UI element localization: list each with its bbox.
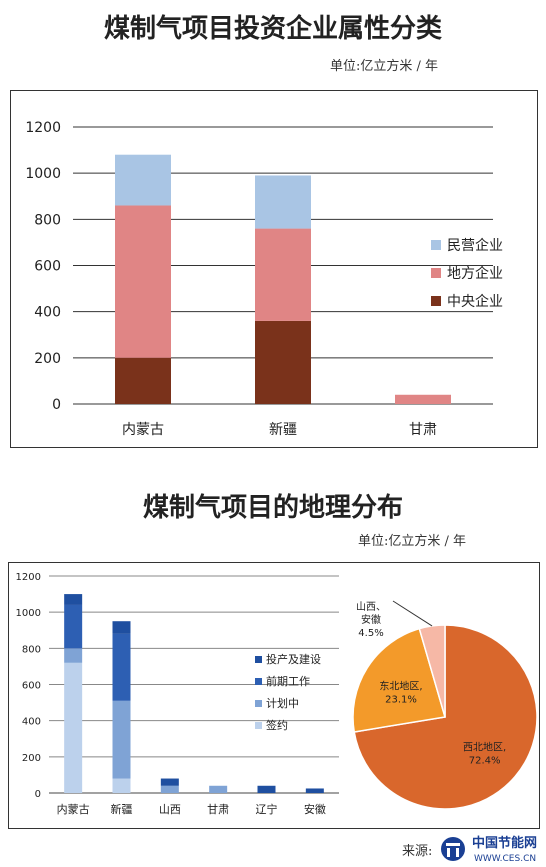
pie-label-northeast: 东北地区, 23.1% (379, 679, 422, 705)
legend-swatch (255, 656, 262, 663)
legend-label: 计划中 (266, 697, 299, 710)
logo-bar-icon (446, 843, 460, 846)
bar-中央企业 (255, 320, 311, 404)
pie-slice (352, 627, 446, 733)
x-tick-label: 新疆 (111, 802, 133, 816)
chart2-title: 煤制气项目的地理分布 (142, 493, 403, 523)
bar-地方企业 (115, 205, 171, 358)
chart2-panel: 0 200 400 600 800 1000 1200 内蒙古 新疆 山西 甘肃 辽宁 安徽 投产及建设前… (8, 562, 540, 829)
site-logo: 中国节能网 WWW.CES.CN (441, 835, 537, 864)
x-tick-label: 甘肃 (409, 422, 437, 438)
bar-地方企业 (255, 228, 311, 321)
bar-计划中 (64, 648, 83, 663)
legend-swatch (255, 700, 262, 707)
y-tick-label: 1200 (25, 120, 61, 136)
chart2-svg: 0 200 400 600 800 1000 1200 内蒙古 新疆 山西 甘肃 辽宁 安徽 投产及建设前… (16, 572, 538, 816)
logo-circle-icon (441, 837, 465, 861)
legend-label: 前期工作 (266, 674, 310, 688)
legend-swatch (255, 722, 262, 729)
pie-label-other: 山西、安徽 4.5% (356, 601, 386, 639)
legend-swatch (255, 678, 262, 685)
y-tick-label: 800 (34, 212, 61, 228)
logo-en-text: WWW.CES.CN (474, 854, 536, 864)
legend-label: 签约 (266, 718, 288, 732)
y-tick-label: 600 (22, 681, 41, 692)
legend-swatch (431, 296, 441, 306)
chart1-unit: 单位:亿立方米 / 年 (330, 59, 439, 74)
bar-前期工作 (112, 633, 131, 701)
y-tick-label: 600 (34, 259, 61, 275)
chart1-title: 煤制气项目投资企业属性分类 (103, 14, 442, 44)
bar-计划中 (112, 700, 131, 779)
logo-leg2-icon (456, 848, 459, 857)
y-tick-label: 1000 (16, 608, 41, 619)
y-tick-label: 800 (22, 644, 41, 655)
pie-leader-line (392, 600, 433, 627)
legend-label: 投产及建设 (266, 652, 321, 666)
source-label: 来源: (402, 844, 433, 859)
bar-中央企业 (115, 357, 171, 404)
bar-签约 (64, 662, 83, 793)
bar-签约 (112, 778, 131, 793)
bar-投产及建设 (305, 788, 324, 793)
logo-cn-text: 中国节能网 (472, 835, 537, 851)
bar-计划中 (160, 785, 179, 793)
y-tick-label: 0 (52, 397, 61, 413)
bar-计划中 (209, 785, 228, 793)
y-tick-label: 200 (22, 753, 41, 764)
chart1-panel: 0 200 400 600 800 1000 1200 内蒙古 新疆 甘肃 民营企业地方企业中央企业 (10, 90, 538, 448)
legend-label: 中央企业 (447, 293, 503, 310)
x-tick-label: 甘肃 (207, 803, 229, 816)
bar-地方企业 (395, 394, 451, 404)
bar-投产及建设 (160, 778, 179, 786)
legend-label: 地方企业 (447, 265, 503, 282)
bar-投产及建设 (112, 621, 131, 634)
y-tick-label: 400 (22, 717, 41, 728)
bar-前期工作 (64, 604, 83, 649)
y-tick-label: 1200 (16, 572, 41, 583)
legend-label: 民营企业 (447, 237, 503, 254)
logo-leg-icon (447, 848, 450, 857)
bar-投产及建设 (257, 785, 276, 793)
legend-swatch (431, 240, 441, 250)
y-tick-label: 1000 (25, 166, 61, 182)
y-tick-label: 200 (34, 351, 61, 367)
bar-投产及建设 (64, 594, 83, 605)
chart2-unit: 单位:亿立方米 / 年 (358, 534, 467, 549)
pie-label-northwest: 西北地区, 72.4% (463, 741, 506, 767)
pie-slice (418, 624, 446, 718)
x-tick-label: 山西 (159, 803, 181, 816)
x-tick-label: 辽宁 (256, 802, 278, 816)
x-tick-label: 内蒙古 (57, 802, 90, 816)
legend-swatch (431, 268, 441, 278)
x-tick-label: 安徽 (304, 802, 326, 816)
bar-民营企业 (255, 175, 311, 229)
x-tick-label: 新疆 (269, 422, 297, 438)
y-tick-label: 400 (34, 305, 61, 321)
bar-民营企业 (115, 154, 171, 206)
x-tick-label: 内蒙古 (122, 422, 164, 438)
y-tick-label: 0 (35, 789, 41, 800)
